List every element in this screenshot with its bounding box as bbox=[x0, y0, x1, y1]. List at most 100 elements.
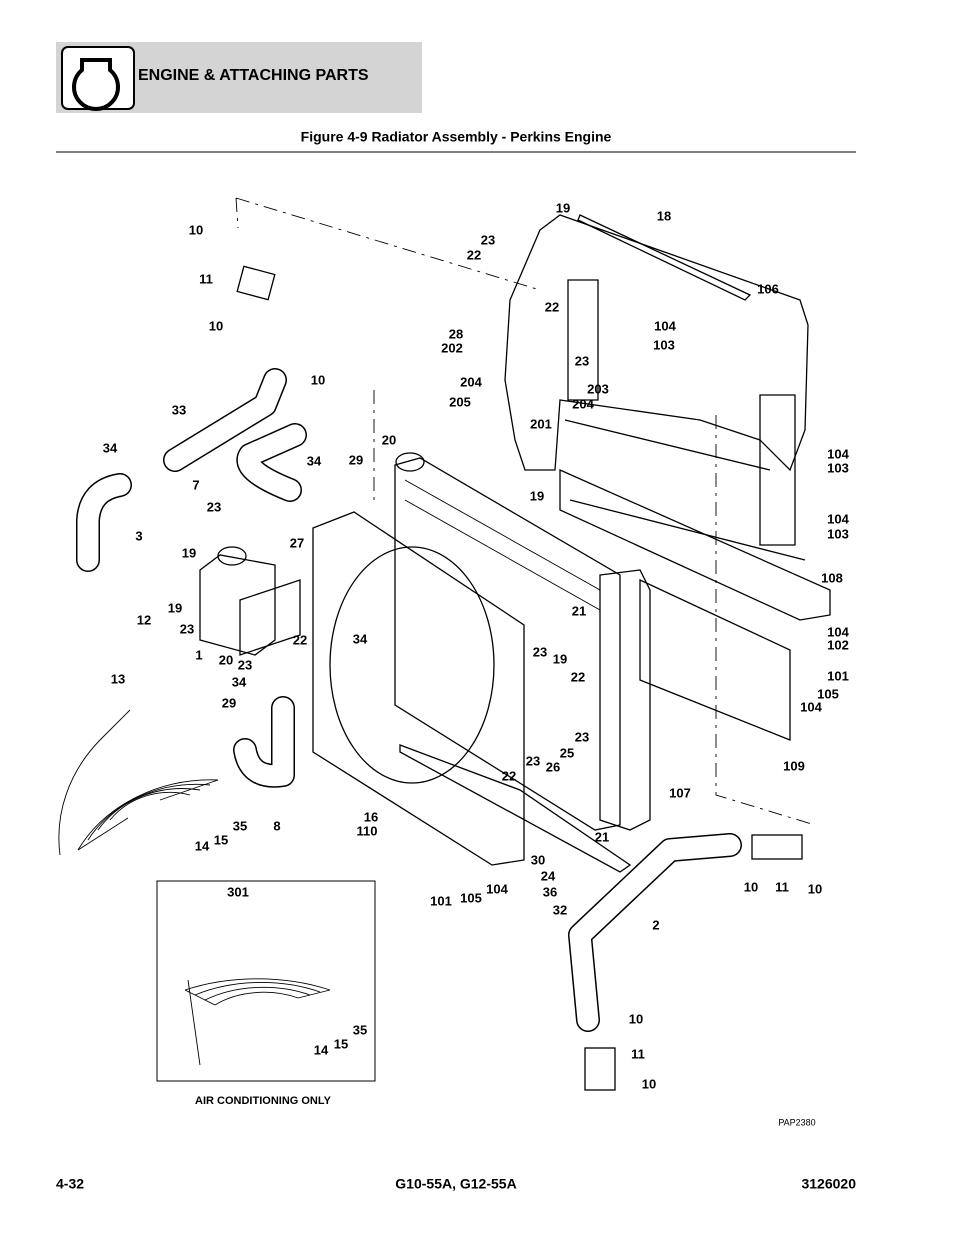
fan-shroud bbox=[312, 511, 525, 866]
callout-label: 101 bbox=[827, 668, 849, 683]
callout-label: 28 bbox=[449, 326, 463, 341]
callout-label: 33 bbox=[172, 402, 186, 417]
callout-label: 109 bbox=[783, 758, 805, 773]
condenser bbox=[639, 578, 791, 741]
callout-label: 10 bbox=[808, 881, 822, 896]
callout-label: 12 bbox=[137, 612, 151, 627]
callout-label: 15 bbox=[334, 1036, 348, 1051]
callout-label: 18 bbox=[657, 208, 671, 223]
callout-label: 110 bbox=[357, 823, 378, 838]
callout-label: 23 bbox=[481, 232, 495, 247]
overflow-tank bbox=[199, 554, 276, 656]
callout-label: 20 bbox=[382, 432, 396, 447]
callout-label: 107 bbox=[669, 785, 691, 800]
callout-label: 30 bbox=[531, 852, 545, 867]
callout-label: 11 bbox=[199, 271, 213, 286]
callout-label: 204 bbox=[572, 396, 594, 411]
callout-label: 34 bbox=[103, 440, 118, 455]
footer-page: 4-32 bbox=[56, 1176, 84, 1192]
radiator-cap bbox=[395, 452, 425, 472]
callout-label: 104 bbox=[827, 446, 849, 461]
callout-label: 21 bbox=[595, 829, 609, 844]
frame-inner bbox=[564, 279, 806, 561]
callout-label: 103 bbox=[827, 460, 849, 475]
engine-icon-shape bbox=[72, 58, 120, 111]
callout-label: 205 bbox=[449, 394, 471, 409]
callout-label: 23 bbox=[207, 499, 221, 514]
callout-label: 104 bbox=[827, 511, 849, 526]
callout-label: 10 bbox=[642, 1076, 656, 1091]
side-tank bbox=[599, 569, 651, 831]
inset-fan-guard bbox=[184, 978, 331, 1066]
radiator-core bbox=[394, 457, 621, 831]
callout-label: 103 bbox=[827, 526, 849, 541]
callout-label: 23 bbox=[575, 353, 589, 368]
callout-label: 201 bbox=[530, 416, 552, 431]
callout-label: 19 bbox=[168, 600, 182, 615]
callout-label: 20 bbox=[219, 652, 233, 667]
callout-label: 203 bbox=[587, 381, 609, 396]
callout-label: 8 bbox=[273, 818, 280, 833]
rod bbox=[577, 214, 752, 301]
callout-label: 22 bbox=[467, 247, 481, 262]
callout-label: 19 bbox=[182, 545, 196, 560]
callout-label: 34 bbox=[353, 631, 368, 646]
callout-label: 101 bbox=[430, 893, 452, 908]
engine-icon bbox=[61, 46, 135, 110]
callout-label: 105 bbox=[460, 890, 482, 905]
footer-models: G10-55A, G12-55A bbox=[395, 1176, 516, 1192]
assembly-line bbox=[235, 197, 816, 826]
frame-bracket bbox=[504, 214, 809, 472]
footer-doc-number: 3126020 bbox=[801, 1176, 856, 1192]
hoses bbox=[76, 265, 803, 1091]
callout-label: 22 bbox=[571, 669, 585, 684]
shroud-opening bbox=[329, 546, 495, 784]
callout-label: 35 bbox=[233, 818, 247, 833]
drawing-id: PAP2380 bbox=[778, 1117, 815, 1127]
callout-label: 7 bbox=[192, 477, 199, 492]
callout-label: 2 bbox=[652, 917, 659, 932]
tank-cap bbox=[217, 546, 247, 566]
callout-label: 32 bbox=[553, 902, 567, 917]
callout-label: 19 bbox=[530, 488, 544, 503]
fan-guard bbox=[58, 709, 219, 856]
callout-label: 19 bbox=[556, 200, 570, 215]
callout-label: 204 bbox=[460, 374, 482, 389]
callout-label: 16 bbox=[364, 809, 378, 824]
callout-label: 14 bbox=[195, 838, 210, 853]
callout-label: 103 bbox=[653, 337, 675, 352]
callout-label: 10 bbox=[189, 222, 203, 237]
callout-label: 23 bbox=[533, 644, 547, 659]
callout-label: 104 bbox=[486, 881, 508, 896]
callout-label: 23 bbox=[180, 621, 194, 636]
callout-label: 1 bbox=[195, 647, 202, 662]
callout-label: 25 bbox=[560, 745, 574, 760]
callout-label: 22 bbox=[293, 632, 307, 647]
callout-label: 102 bbox=[827, 637, 849, 652]
inset-note: AIR CONDITIONING ONLY bbox=[195, 1095, 332, 1107]
callout-label: 104 bbox=[827, 624, 849, 639]
callout-label: 104 bbox=[654, 318, 676, 333]
callout-label: 24 bbox=[541, 868, 556, 883]
callout-label: 35 bbox=[353, 1022, 367, 1037]
callout-label: 34 bbox=[307, 453, 322, 468]
callout-label: 22 bbox=[545, 299, 559, 314]
callout-label: 15 bbox=[214, 832, 228, 847]
callout-label: 23 bbox=[526, 753, 540, 768]
callout-label: 108 bbox=[821, 570, 843, 585]
callout-label: 22 bbox=[502, 768, 516, 783]
shroud-strip bbox=[399, 744, 632, 873]
callout-label: 19 bbox=[553, 651, 567, 666]
callout-label: 106 bbox=[757, 281, 779, 296]
callout-label: 10 bbox=[311, 372, 325, 387]
callout-label: 104 bbox=[800, 699, 822, 714]
callout-label: 21 bbox=[572, 603, 586, 618]
tank-bracket bbox=[239, 579, 301, 656]
callout-label: 26 bbox=[546, 759, 560, 774]
callout-label: 13 bbox=[111, 671, 125, 686]
callout-label: 11 bbox=[631, 1046, 645, 1061]
callout-label: 23 bbox=[575, 729, 589, 744]
callout-label: 27 bbox=[290, 535, 304, 550]
